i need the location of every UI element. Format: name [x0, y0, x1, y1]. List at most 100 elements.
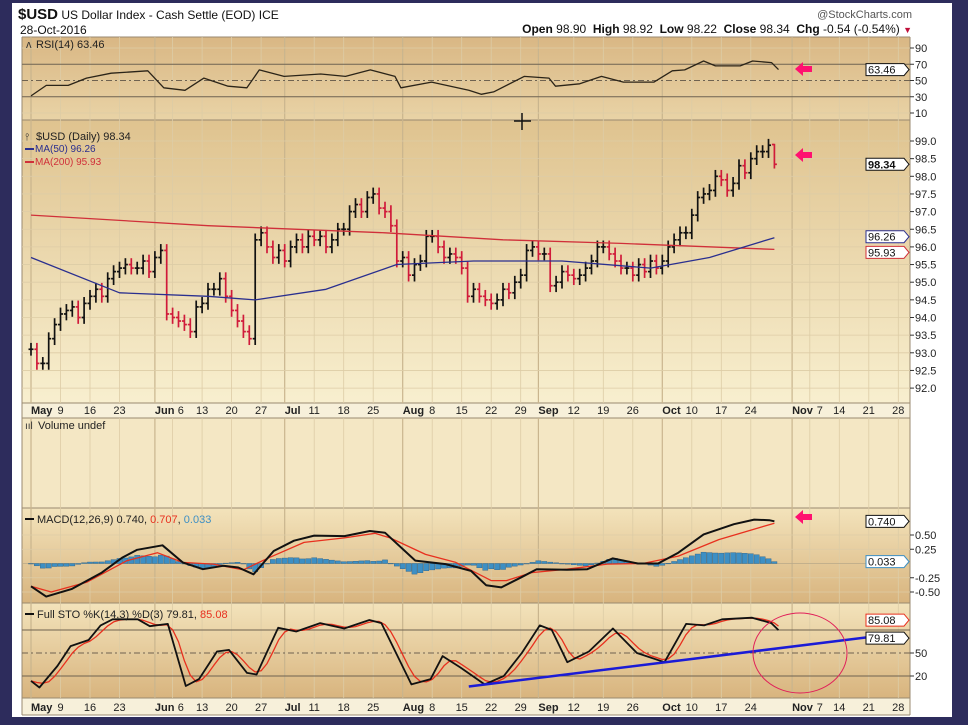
price-bar — [117, 261, 122, 278]
macd-histogram-bar — [512, 563, 518, 567]
date-tick-label: May — [31, 405, 53, 417]
date-tick-label: 21 — [863, 405, 875, 417]
macd-value-tag: 0.740 — [868, 516, 896, 528]
price-bar — [170, 307, 176, 324]
macd-histogram-bar — [706, 552, 713, 564]
macd-histogram-bar — [335, 560, 341, 564]
price-bar — [382, 201, 388, 218]
price-bar — [134, 261, 140, 275]
hist-value-tag-box — [865, 555, 910, 569]
date-tick-label: 14 — [833, 405, 845, 417]
price-bar — [689, 208, 695, 240]
macd-histogram-bar — [748, 553, 754, 564]
macd-histogram-bar — [665, 563, 671, 565]
price-bar — [736, 159, 742, 190]
date-tick-label: 27 — [255, 702, 267, 714]
price-bar — [240, 314, 246, 338]
price-axis-label: 96.0 — [915, 242, 936, 254]
sto-axis-label: 20 — [915, 671, 927, 683]
price-bar — [376, 187, 382, 215]
price-axis-label: 92.0 — [915, 383, 936, 395]
macd-histogram-bar — [376, 560, 382, 564]
macd-histogram-bar — [134, 555, 141, 564]
macd-histogram-bar — [559, 563, 565, 565]
price-bar — [589, 254, 594, 275]
macd-histogram-bar — [45, 563, 52, 569]
price-bar — [317, 229, 323, 247]
price-bar — [488, 293, 494, 310]
price-axis-label: 94.5 — [915, 295, 936, 307]
price-bar — [164, 244, 170, 321]
price-bar — [364, 191, 370, 218]
macd-histogram-bar — [352, 561, 359, 564]
brand-watermark: @StockCharts.com — [817, 9, 912, 21]
price-bar — [559, 265, 565, 289]
macd-histogram-bar — [93, 561, 99, 564]
price-bar — [465, 261, 471, 303]
price-axis-label: 98.5 — [915, 154, 936, 166]
date-tick-label: 29 — [515, 702, 527, 714]
rsi-axis-label: 70 — [915, 59, 927, 71]
price-bar — [270, 240, 276, 264]
price-bar — [565, 265, 571, 282]
date-tick-label: 11 — [308, 405, 319, 417]
sto-d-value-tag-box — [865, 613, 910, 627]
macd-histogram-bar — [529, 562, 536, 564]
price-bar — [506, 282, 512, 300]
date-tick-label: 20 — [225, 405, 237, 417]
price-bar — [40, 357, 46, 370]
date-tick-label: 29 — [515, 405, 527, 417]
price-bar — [187, 318, 193, 338]
macd-histogram-bar — [694, 553, 701, 564]
price-bar — [329, 233, 335, 254]
macd-histogram-bar — [152, 556, 158, 564]
down-arrow-icon: ▼ — [903, 25, 912, 35]
macd-histogram-bar — [571, 563, 577, 565]
price-bar — [353, 198, 358, 218]
date-tick-label: Sep — [538, 405, 558, 417]
annotation-arrow-icon — [795, 148, 812, 162]
macd-histogram-bar — [417, 563, 424, 573]
macd-histogram-bar — [40, 563, 46, 569]
macd-histogram-bar — [517, 563, 524, 566]
macd-histogram-bar — [659, 563, 666, 566]
ma200-legend: MA(200) 95.93 — [35, 157, 102, 168]
macd-histogram-bar — [405, 563, 412, 572]
macd-histogram-bar — [63, 563, 70, 567]
macd-histogram-bar — [423, 563, 430, 571]
price-bar — [140, 254, 146, 275]
macd-histogram-bar — [506, 563, 512, 568]
open-value: 98.90 — [556, 22, 587, 36]
date-tick-label: 8 — [429, 405, 435, 417]
date-tick-label: Sep — [538, 702, 558, 714]
macd-histogram-bar — [671, 561, 677, 564]
macd-axis-label: 0.25 — [915, 544, 936, 556]
price-bar — [305, 229, 311, 254]
ma50-value-tag: 96.26 — [868, 232, 896, 244]
price-bar — [406, 251, 412, 282]
macd-legend-hist: 0.033 — [184, 514, 212, 526]
price-bar — [294, 233, 299, 254]
change-label: Chg — [796, 22, 820, 36]
date-tick-label: 9 — [57, 702, 63, 714]
macd-histogram-bar — [753, 554, 760, 564]
sto-k-value-tag-box — [865, 631, 910, 645]
price-bar — [701, 187, 707, 204]
macd-histogram-bar — [742, 553, 748, 564]
price-axis-label: 95.0 — [915, 277, 936, 289]
macd-histogram-bar — [28, 563, 34, 565]
macd-histogram-bar — [157, 554, 164, 564]
macd-histogram-bar — [358, 560, 365, 564]
price-bar — [412, 258, 417, 282]
macd-histogram-bar — [216, 563, 223, 565]
sto-trendline — [468, 633, 892, 688]
price-bar — [482, 289, 488, 307]
price-bar — [58, 307, 63, 331]
macd-histogram-bar — [488, 563, 495, 570]
open-label: Open — [522, 22, 553, 36]
date-tick-label: 6 — [178, 702, 184, 714]
ohlc-summary: Open 98.90 High 98.92 Low 98.22 Close 98… — [522, 22, 912, 36]
date-tick-label: 22 — [485, 702, 497, 714]
macd-histogram-bar — [34, 563, 40, 567]
